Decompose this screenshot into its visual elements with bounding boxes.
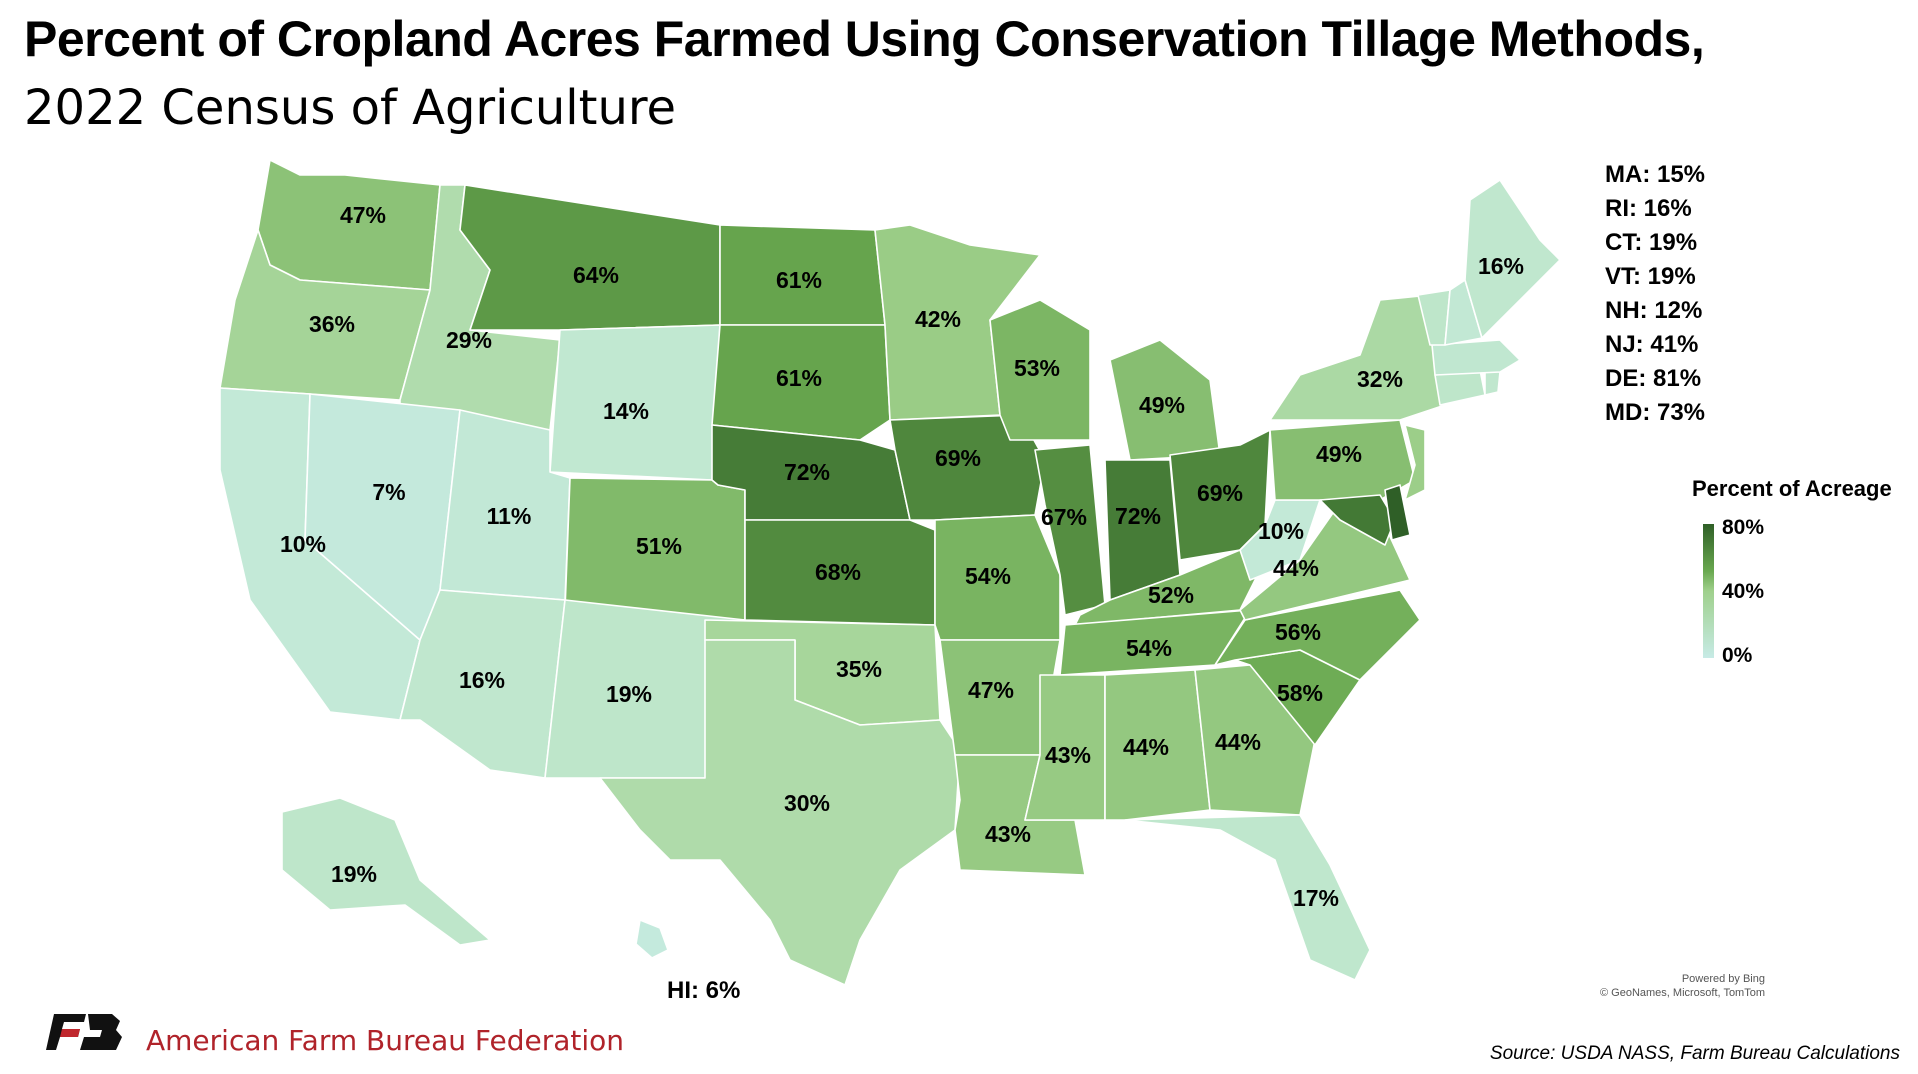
state-label-AK: 19% [331, 861, 377, 887]
attribution-line-1: Powered by Bing [1681, 973, 1765, 985]
state-label-PA: 49% [1316, 441, 1362, 467]
state-label-NM: 19% [606, 681, 652, 707]
state-label-ID: 29% [446, 327, 492, 353]
state-label-SC: 58% [1277, 680, 1323, 706]
state-label-LA: 43% [985, 821, 1031, 847]
state-label-SD: 61% [776, 365, 822, 391]
state-label-OK: 35% [836, 656, 882, 682]
state-shape-MI [1109, 339, 1221, 461]
fb-logo [46, 1014, 122, 1050]
legend-tick-40: 40% [1722, 580, 1765, 603]
small-state-ri: RI: 16% [1605, 195, 1692, 222]
source-note: Source: USDA NASS, Farm Bureau Calculati… [1489, 1043, 1900, 1064]
org-name: American Farm Bureau Federation [146, 1024, 625, 1057]
state-label-NC: 56% [1275, 619, 1321, 645]
state-label-IL: 67% [1041, 504, 1087, 530]
map-subtitle: 2022 Census of Agriculture [24, 80, 677, 136]
small-state-md: MD: 73% [1605, 399, 1706, 426]
state-label-MI: 49% [1139, 392, 1185, 418]
state-label-WI: 53% [1014, 355, 1060, 381]
state-label-AL: 44% [1123, 734, 1169, 760]
state-label-TN: 54% [1126, 635, 1172, 661]
state-label-MO: 54% [965, 563, 1011, 589]
state-label-WY: 14% [603, 398, 649, 424]
legend-color-bar [1703, 524, 1714, 658]
state-shape-AK [281, 797, 491, 946]
state-label-WV: 10% [1258, 518, 1304, 544]
small-state-nh: NH: 12% [1605, 297, 1703, 324]
state-shape-SD [711, 324, 891, 441]
state-label-TX: 30% [784, 790, 830, 816]
state-label-ME: 16% [1478, 253, 1524, 279]
state-label-AZ: 16% [459, 667, 505, 693]
state-label-VA: 44% [1273, 555, 1319, 581]
state-shapes [219, 159, 1561, 986]
attribution-line-2: © GeoNames, Microsoft, TomTom [1600, 987, 1765, 999]
state-label-CA: 10% [280, 531, 326, 557]
state-shape-MA [1431, 339, 1521, 376]
state-shape-TX [599, 639, 961, 986]
state-shape-MT [459, 184, 721, 331]
state-shape-MS [1024, 674, 1106, 821]
small-state-de: DE: 81% [1605, 365, 1702, 392]
legend-tick-0: 0% [1722, 644, 1753, 667]
state-shape-NY [1269, 294, 1446, 421]
small-state-ct: CT: 19% [1605, 229, 1698, 256]
state-label-OH: 69% [1197, 480, 1243, 506]
map-title: Percent of Cropland Acres Farmed Using C… [24, 11, 1705, 67]
state-shape-RI [1484, 369, 1501, 396]
state-label-AR: 47% [968, 677, 1014, 703]
state-shape-AL [1104, 669, 1211, 821]
state-label-ND: 61% [776, 267, 822, 293]
small-states-list: MA: 15% RI: 16% CT: 19% VT: 19% NH: 12% … [1605, 158, 1705, 430]
state-shape-WI [989, 299, 1091, 441]
state-label-OR: 36% [309, 311, 355, 337]
state-shape-NC [1214, 589, 1421, 681]
state-label-MN: 42% [915, 306, 961, 332]
state-label-CO: 51% [636, 533, 682, 559]
state-shape-HI [635, 919, 669, 959]
state-shape-NJ [1404, 424, 1426, 501]
state-label-KS: 68% [815, 559, 861, 585]
hawaii-label: HI: 6% [667, 977, 741, 1004]
legend-tick-80: 80% [1722, 516, 1765, 539]
state-label-MT: 64% [573, 262, 619, 288]
state-shape-GA [1194, 664, 1316, 816]
state-label-IN: 72% [1115, 503, 1161, 529]
state-shape-MD [1319, 494, 1396, 546]
state-label-FL: 17% [1293, 885, 1339, 911]
state-shape-IL [1034, 444, 1106, 616]
state-label-GA: 44% [1215, 729, 1261, 755]
map-attribution: Powered by Bing © GeoNames, Microsoft, T… [1600, 972, 1765, 1000]
state-shape-FL [1124, 814, 1371, 981]
state-label-NY: 32% [1357, 366, 1403, 392]
state-label-KY: 52% [1148, 582, 1194, 608]
state-label-MS: 43% [1045, 742, 1091, 768]
state-shape-DE [1384, 484, 1411, 541]
state-shape-ME [1464, 179, 1561, 339]
small-state-ma: MA: 15% [1605, 161, 1706, 188]
state-label-NE: 72% [784, 459, 830, 485]
small-state-vt: VT: 19% [1605, 263, 1696, 290]
state-label-IA: 69% [935, 445, 981, 471]
state-label-NV: 7% [372, 479, 405, 505]
state-label-UT: 11% [487, 503, 532, 529]
legend-title: Percent of Acreage [1692, 476, 1892, 501]
state-labels: 47% 36% 10% 29% 7% 64% 14% 11% 16% 51% 1… [280, 202, 1524, 911]
small-state-nj: NJ: 41% [1605, 331, 1699, 358]
state-label-WA: 47% [340, 202, 386, 228]
